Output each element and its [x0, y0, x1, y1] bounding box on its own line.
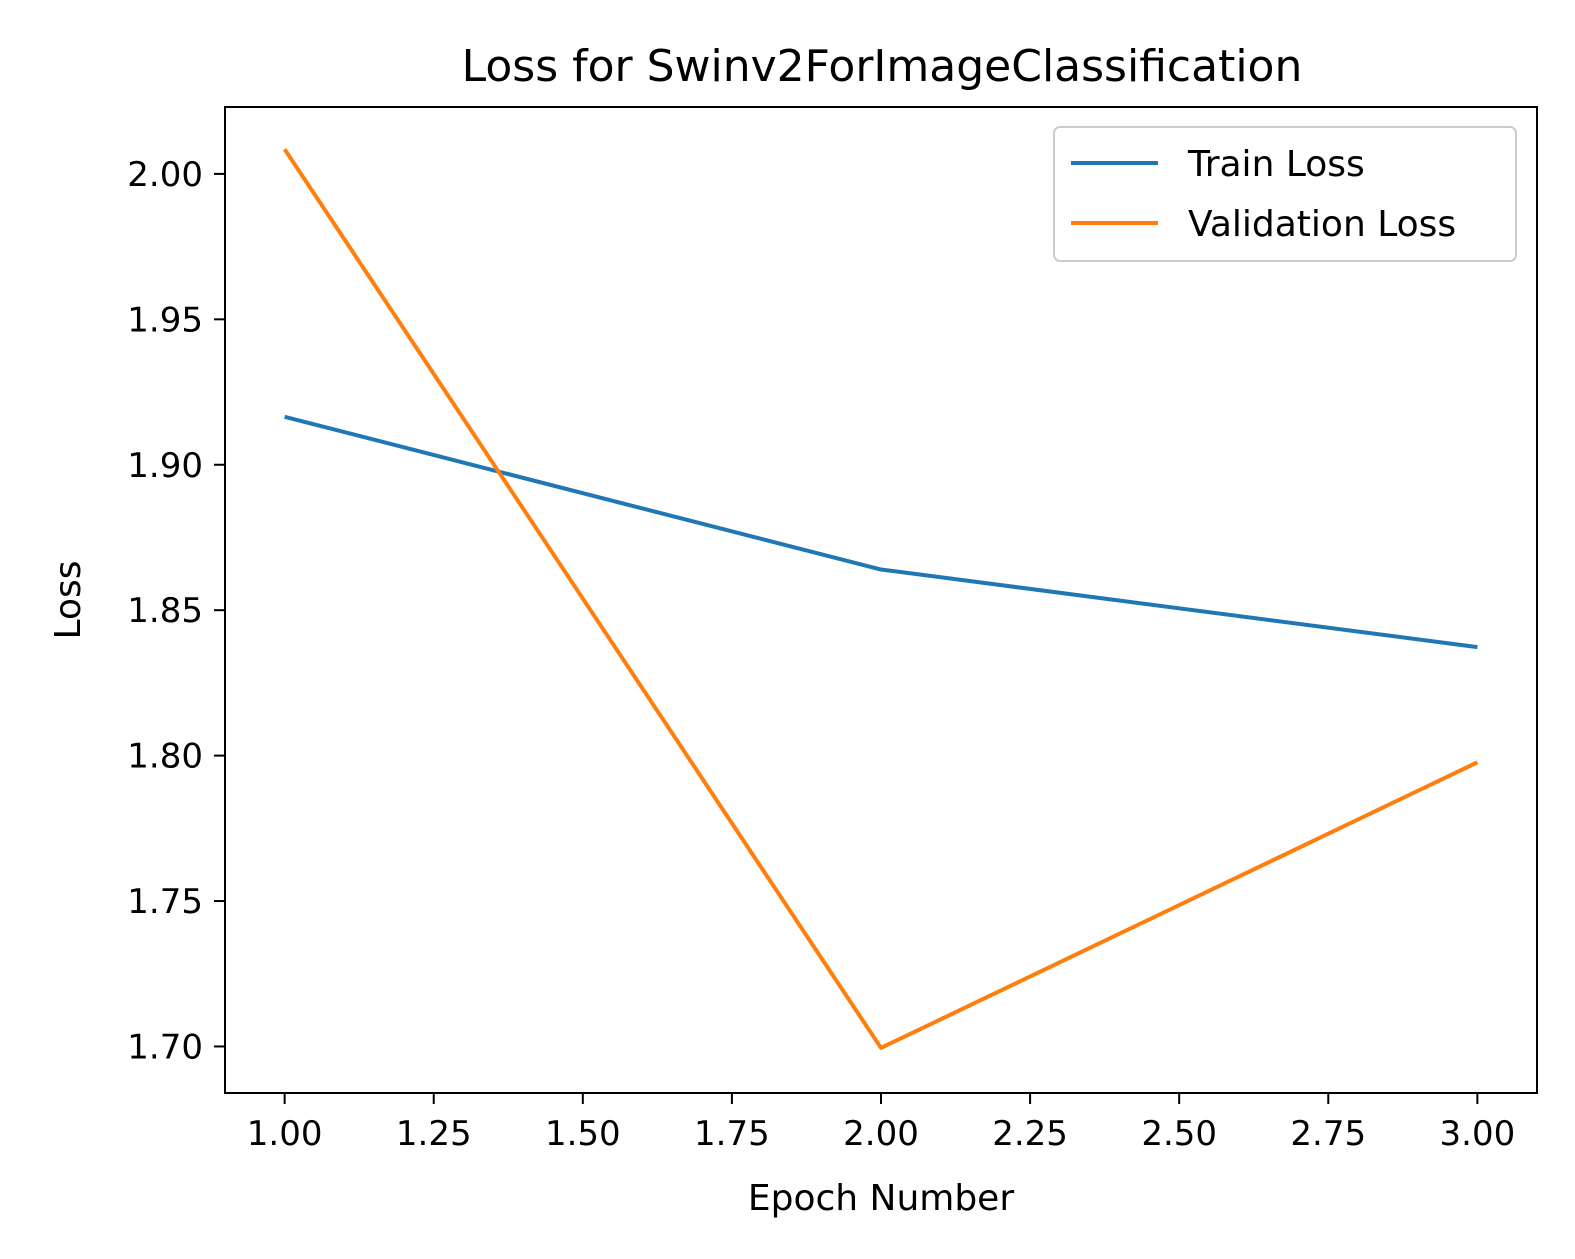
- y-tick-label: 1.85: [127, 591, 203, 631]
- legend-label-train-loss: Train Loss: [1187, 144, 1365, 185]
- y-axis-ticks: 1.70 1.75 1.80 1.85 1.90 1.95 2.00: [127, 155, 225, 1067]
- y-tick-label: 1.70: [127, 1027, 203, 1067]
- chart-title: Loss for Swinv2ForImageClassification: [462, 41, 1303, 92]
- y-axis-label: Loss: [48, 561, 89, 640]
- legend: Train Loss Validation Loss: [1053, 126, 1517, 262]
- x-tick-label: 1.50: [545, 1114, 621, 1154]
- legend-label-validation-loss: Validation Loss: [1188, 204, 1456, 245]
- x-tick-label: 1.00: [247, 1114, 323, 1154]
- x-axis-label: Epoch Number: [748, 1178, 1014, 1219]
- y-tick-label: 2.00: [127, 155, 203, 195]
- x-tick-label: 2.75: [1290, 1114, 1366, 1154]
- legend-box: [1053, 126, 1517, 262]
- x-tick-label: 3.00: [1440, 1114, 1516, 1154]
- y-tick-label: 1.95: [127, 300, 203, 340]
- series-line-train-loss: [284, 414, 1478, 650]
- x-axis-ticks: 1.00 1.25 1.50 1.75 2.00 2.25 2.50 2.75 3.00: [247, 1093, 1515, 1154]
- y-tick-label: 1.90: [127, 446, 203, 486]
- x-tick-label: 1.75: [694, 1114, 770, 1154]
- x-tick-label: 2.00: [843, 1114, 919, 1154]
- x-tick-label: 2.25: [992, 1114, 1068, 1154]
- plot-area: 1.00 1.25 1.50 1.75 2.00 2.25 2.50 2.75 3.00 1.7…: [127, 106, 1538, 1154]
- x-tick-label: 1.25: [396, 1114, 472, 1154]
- y-tick-label: 1.75: [127, 882, 203, 922]
- y-tick-label: 1.80: [127, 737, 203, 777]
- series-line-validation-loss: [282, 148, 1479, 1050]
- series-lines: [282, 148, 1479, 1050]
- x-tick-label: 2.50: [1141, 1114, 1217, 1154]
